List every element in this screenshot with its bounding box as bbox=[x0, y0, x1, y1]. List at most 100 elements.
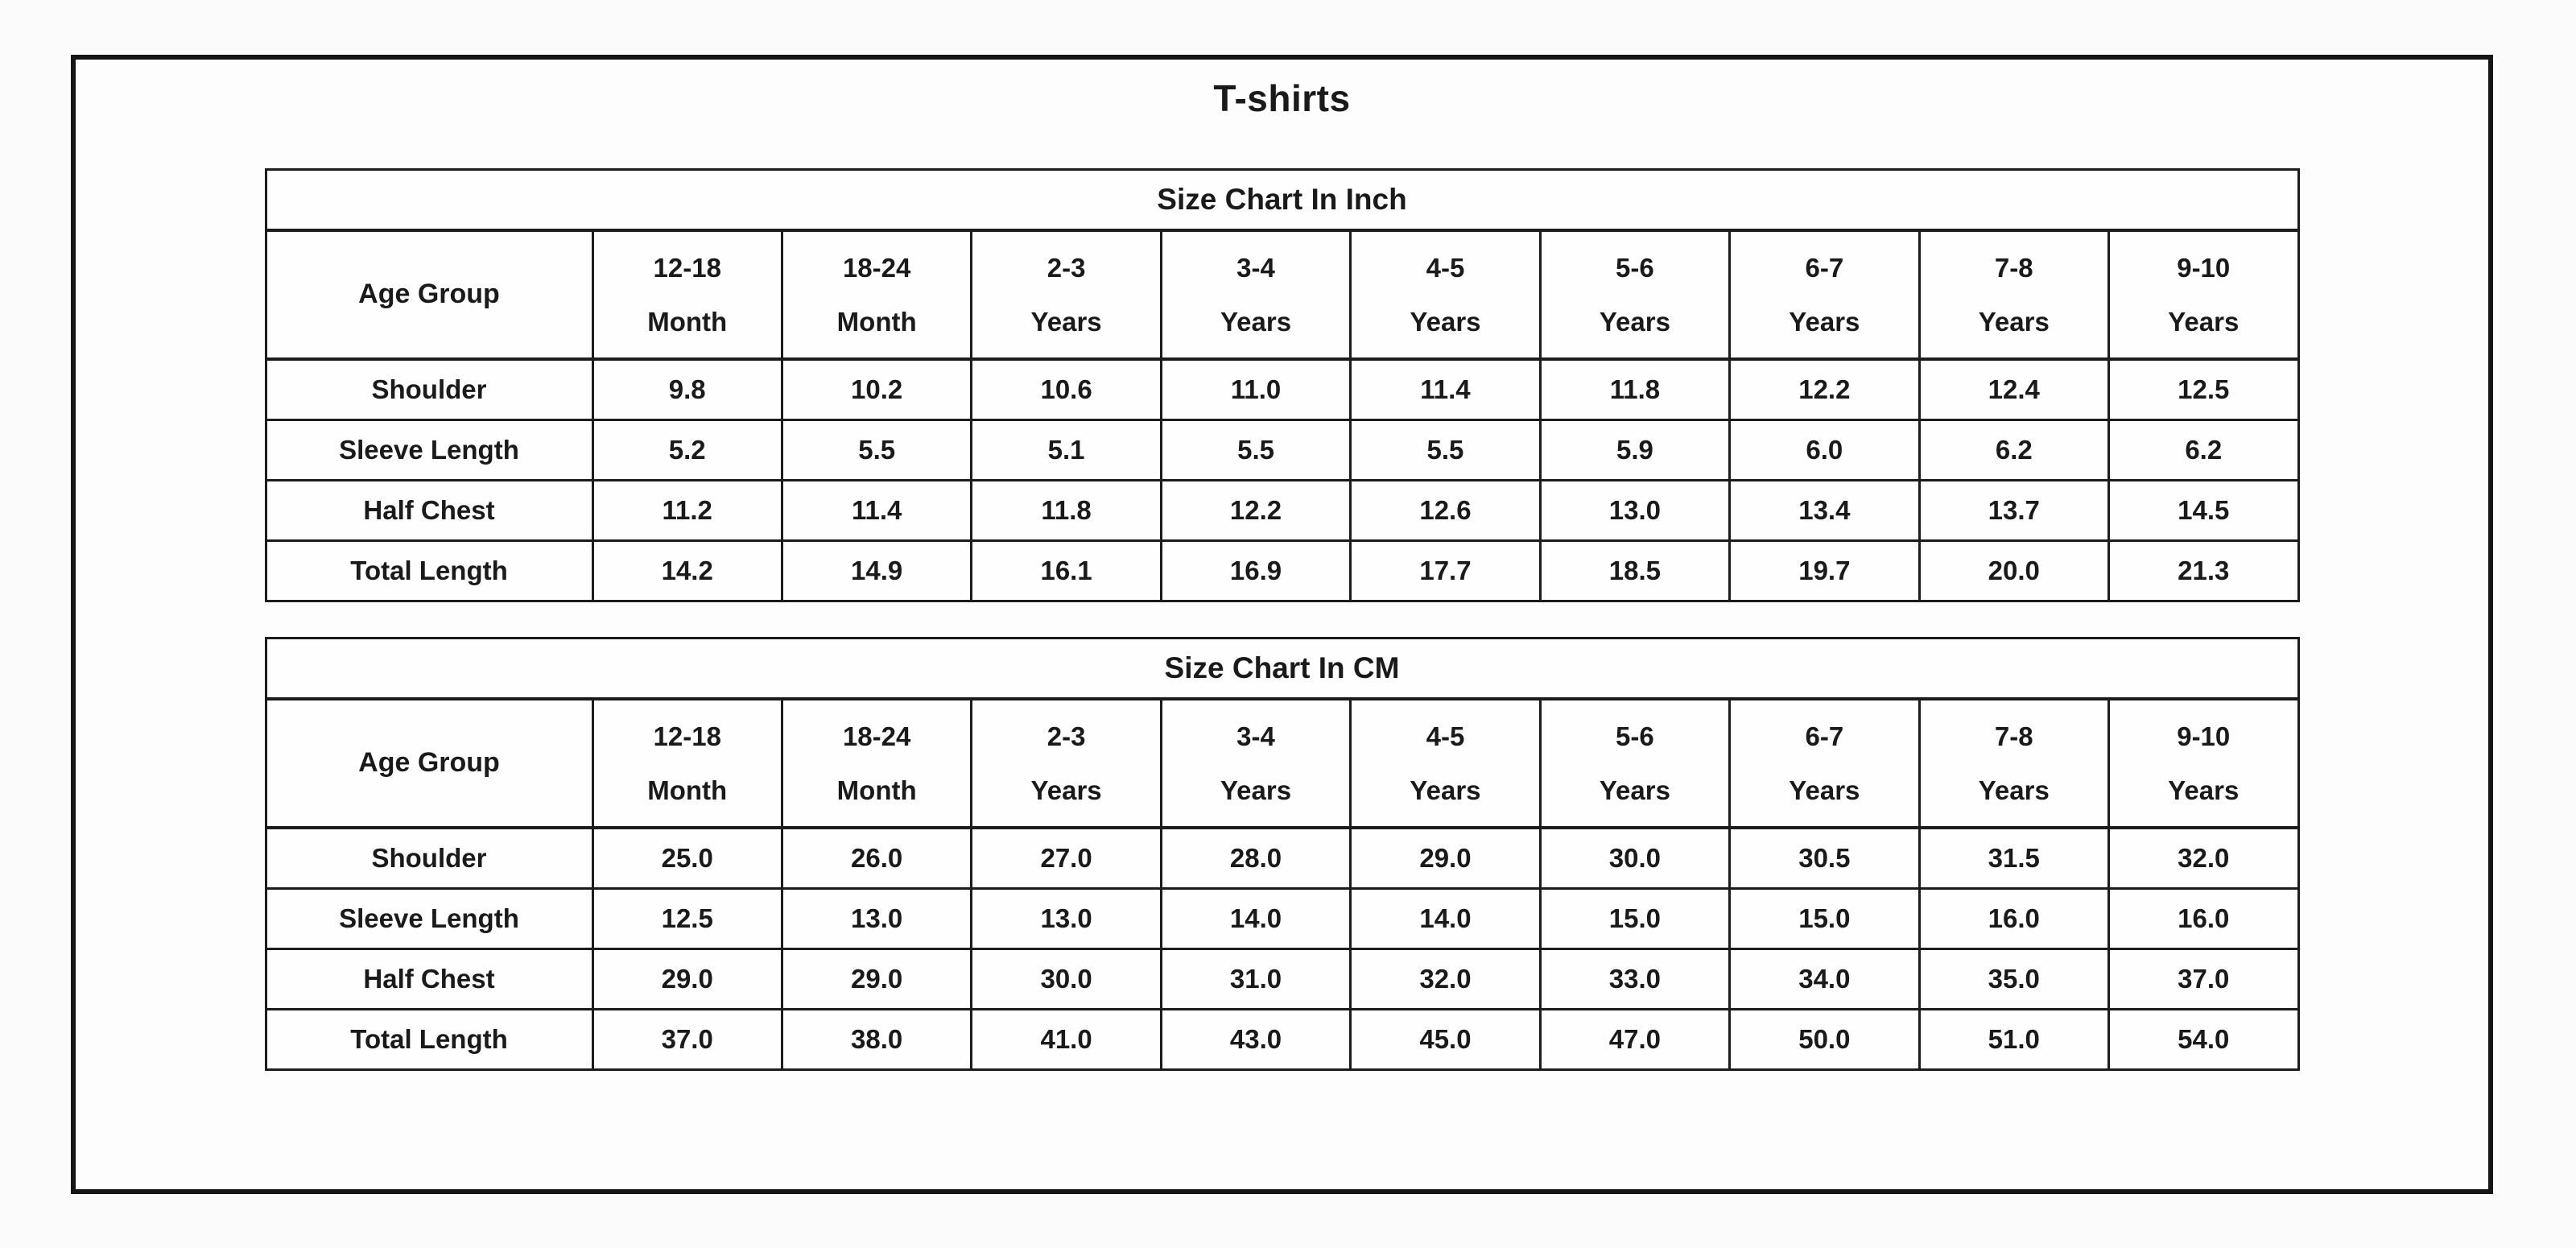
age-column-header: 2-3 Years bbox=[970, 697, 1162, 829]
age-column-header: 2-3 Years bbox=[970, 229, 1162, 361]
size-value-cell: 5.9 bbox=[1538, 418, 1732, 481]
size-value-cell: 45.0 bbox=[1349, 1007, 1542, 1071]
size-value-cell: 30.5 bbox=[1728, 826, 1921, 890]
measurement-row-label: Total Length bbox=[264, 1007, 594, 1071]
size-value-cell: 34.0 bbox=[1728, 947, 1921, 1010]
size-value-cell: 11.4 bbox=[1349, 357, 1542, 421]
age-range-label: 2-3 bbox=[1046, 252, 1086, 283]
age-range-label: 7-8 bbox=[1994, 252, 2033, 283]
age-unit-label: Years bbox=[2168, 775, 2240, 805]
size-value-cell: 16.0 bbox=[1918, 886, 2111, 950]
size-value-cell: 6.2 bbox=[2107, 418, 2300, 481]
size-value-cell: 19.7 bbox=[1728, 539, 1921, 602]
size-value-cell: 12.5 bbox=[591, 886, 783, 950]
table-row: Shoulder 25.0 26.0 27.0 28.0 29.0 30.0 30.5 31.5… bbox=[264, 826, 2300, 890]
age-column-header: 18-24 Month bbox=[780, 697, 973, 829]
age-range-label: 2-3 bbox=[1046, 721, 1086, 751]
size-value-cell: 14.0 bbox=[1349, 886, 1542, 950]
size-value-cell: 14.0 bbox=[1159, 886, 1352, 950]
size-value-cell: 6.2 bbox=[1918, 418, 2111, 481]
size-value-cell: 29.0 bbox=[591, 947, 783, 1010]
age-unit-label: Month bbox=[836, 775, 917, 805]
size-value-cell: 10.2 bbox=[780, 357, 973, 421]
size-value-cell: 5.2 bbox=[591, 418, 783, 481]
size-value-cell: 9.8 bbox=[591, 357, 783, 421]
age-unit-label: Month bbox=[647, 306, 728, 337]
age-unit-label: Years bbox=[1599, 775, 1670, 805]
size-value-cell: 28.0 bbox=[1159, 826, 1352, 890]
size-tables-container: Size Chart In Inch Age Group 12-18 Month 18-… bbox=[76, 167, 2488, 1071]
age-column-header: 9-10 Years bbox=[2107, 229, 2300, 361]
size-value-cell: 13.0 bbox=[780, 886, 973, 950]
age-range-label: 9-10 bbox=[2177, 252, 2231, 283]
age-range-label: 5-6 bbox=[1616, 252, 1654, 283]
age-unit-label: Years bbox=[1030, 775, 1102, 805]
measurement-row-label: Half Chest bbox=[264, 947, 594, 1010]
age-unit-label: Years bbox=[1220, 775, 1292, 805]
measurement-row-label: Shoulder bbox=[264, 357, 594, 421]
table-title: Size Chart In Inch bbox=[264, 167, 2300, 232]
size-value-cell: 16.1 bbox=[970, 539, 1162, 602]
size-value-cell: 47.0 bbox=[1538, 1007, 1732, 1071]
age-range-label: 12-18 bbox=[653, 252, 721, 283]
size-value-cell: 32.0 bbox=[1349, 947, 1542, 1010]
age-unit-label: Years bbox=[1789, 775, 1860, 805]
size-chart-cm-table: Size Chart In CM Age Group 12-18 Month 18-24… bbox=[264, 636, 2300, 1071]
table-title-row: Size Chart In CM bbox=[264, 636, 2300, 700]
size-value-cell: 27.0 bbox=[970, 826, 1162, 890]
age-column-header: 12-18 Month bbox=[591, 229, 783, 361]
age-group-corner-header: Age Group bbox=[264, 697, 594, 829]
age-range-label: 18-24 bbox=[842, 721, 911, 751]
measurement-row-label: Sleeve Length bbox=[264, 418, 594, 481]
age-group-header-row: Age Group 12-18 Month 18-24 Month 2-3 Years 3-4… bbox=[264, 229, 2300, 361]
size-value-cell: 12.2 bbox=[1159, 478, 1352, 542]
age-column-header: 12-18 Month bbox=[591, 697, 783, 829]
age-column-header: 3-4 Years bbox=[1159, 697, 1352, 829]
size-value-cell: 15.0 bbox=[1538, 886, 1732, 950]
size-value-cell: 5.5 bbox=[780, 418, 973, 481]
age-range-label: 4-5 bbox=[1426, 252, 1465, 283]
table-title: Size Chart In CM bbox=[264, 636, 2300, 700]
size-value-cell: 5.5 bbox=[1349, 418, 1542, 481]
size-value-cell: 11.0 bbox=[1159, 357, 1352, 421]
age-column-header: 18-24 Month bbox=[780, 229, 973, 361]
size-chart-inch-table: Size Chart In Inch Age Group 12-18 Month 18-… bbox=[264, 167, 2300, 602]
size-value-cell: 31.5 bbox=[1918, 826, 2111, 890]
age-column-header: 6-7 Years bbox=[1728, 229, 1921, 361]
size-value-cell: 21.3 bbox=[2107, 539, 2300, 602]
size-value-cell: 14.9 bbox=[780, 539, 973, 602]
size-value-cell: 35.0 bbox=[1918, 947, 2111, 1010]
outer-frame: T-shirts Size Chart In Inch Age Group 12-1… bbox=[71, 55, 2493, 1194]
table-row: Sleeve Length 12.5 13.0 13.0 14.0 14.0 15.0 15.… bbox=[264, 886, 2300, 950]
size-value-cell: 30.0 bbox=[970, 947, 1162, 1010]
size-value-cell: 11.8 bbox=[970, 478, 1162, 542]
size-value-cell: 33.0 bbox=[1538, 947, 1732, 1010]
size-value-cell: 50.0 bbox=[1728, 1007, 1921, 1071]
size-value-cell: 14.5 bbox=[2107, 478, 2300, 542]
table-row: Shoulder 9.8 10.2 10.6 11.0 11.4 11.8 12.2 12.4 1… bbox=[264, 357, 2300, 421]
age-column-header: 6-7 Years bbox=[1728, 697, 1921, 829]
measurement-row-label: Sleeve Length bbox=[264, 886, 594, 950]
measurement-row-label: Shoulder bbox=[264, 826, 594, 890]
age-column-header: 5-6 Years bbox=[1538, 229, 1732, 361]
age-unit-label: Years bbox=[1410, 775, 1481, 805]
measurement-row-label: Half Chest bbox=[264, 478, 594, 542]
size-value-cell: 37.0 bbox=[591, 1007, 783, 1071]
age-range-label: 5-6 bbox=[1616, 721, 1654, 751]
size-value-cell: 29.0 bbox=[1349, 826, 1542, 890]
size-value-cell: 11.2 bbox=[591, 478, 783, 542]
age-range-label: 3-4 bbox=[1236, 252, 1275, 283]
size-value-cell: 17.7 bbox=[1349, 539, 1542, 602]
size-value-cell: 38.0 bbox=[780, 1007, 973, 1071]
age-unit-label: Years bbox=[1978, 775, 2050, 805]
size-value-cell: 20.0 bbox=[1918, 539, 2111, 602]
age-column-header: 9-10 Years bbox=[2107, 697, 2300, 829]
size-value-cell: 30.0 bbox=[1538, 826, 1732, 890]
age-column-header: 4-5 Years bbox=[1349, 229, 1542, 361]
age-range-label: 6-7 bbox=[1805, 721, 1844, 751]
size-value-cell: 54.0 bbox=[2107, 1007, 2300, 1071]
size-value-cell: 12.2 bbox=[1728, 357, 1921, 421]
age-unit-label: Years bbox=[1789, 306, 1860, 337]
table-row: Total Length 14.2 14.9 16.1 16.9 17.7 18.5 19.7… bbox=[264, 539, 2300, 602]
size-value-cell: 10.6 bbox=[970, 357, 1162, 421]
